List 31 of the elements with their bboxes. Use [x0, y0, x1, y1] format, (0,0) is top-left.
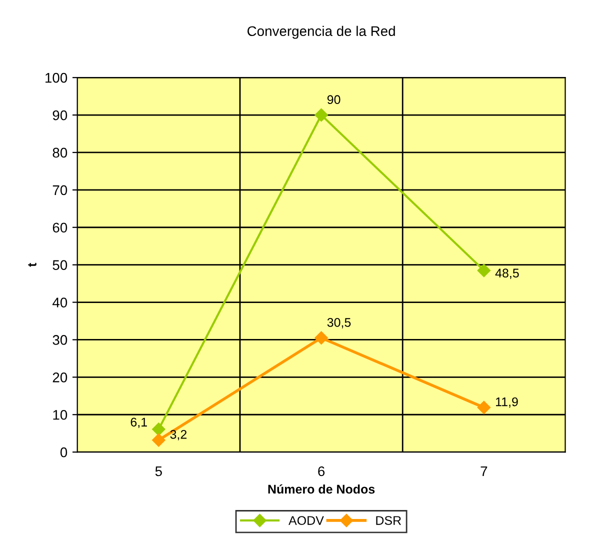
y-tick-label: 90 — [52, 110, 68, 120]
point — [477, 400, 491, 414]
y-tick-label: 60 — [52, 222, 68, 233]
y-tick-label: 0 — [60, 447, 68, 458]
y-tick-label: 30 — [52, 335, 68, 345]
point — [477, 264, 491, 278]
y-tick-label: 100 — [46, 72, 68, 83]
data-label: 48,5 — [495, 268, 519, 279]
data-label: 90 — [327, 95, 340, 104]
point — [152, 434, 166, 447]
data-label: 11,9 — [496, 397, 518, 408]
point — [152, 422, 166, 436]
x-tick-label: 6 — [318, 466, 325, 476]
y-tick-label: 80 — [52, 148, 68, 158]
y-tick-label: 10 — [53, 410, 68, 420]
point — [314, 331, 328, 344]
legend-label: DSR — [376, 516, 402, 525]
legend-label: AODV — [288, 516, 324, 525]
y-tick-label: 70 — [52, 185, 68, 196]
x-axis-title: Número de Nodos — [268, 484, 375, 494]
y-tick-label: 40 — [52, 298, 68, 308]
x-tick-label: 7 — [480, 466, 488, 476]
x-tick-label: 5 — [155, 466, 162, 476]
chart-title: Convergencia de la Red — [248, 26, 395, 39]
y-axis-title: t — [28, 262, 36, 267]
data-label: 30,5 — [327, 318, 351, 328]
point — [314, 108, 328, 122]
y-tick-label: 20 — [52, 372, 68, 382]
y-tick-label: 50 — [52, 260, 68, 270]
data-label: 3,2 — [170, 430, 187, 440]
data-label: 6,1 — [130, 418, 147, 428]
